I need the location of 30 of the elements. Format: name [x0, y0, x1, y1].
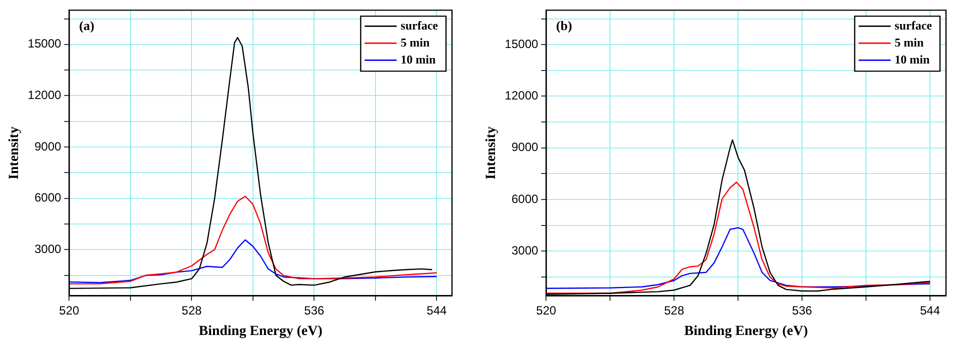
x-tick-label: 528 — [664, 303, 684, 318]
y-tick-label: 6000 — [34, 190, 62, 205]
legend-label: 5 min — [400, 35, 430, 50]
x-tick-label: 544 — [426, 303, 448, 318]
y-axis-title: Intensity — [7, 126, 22, 180]
legend-label: 10 min — [894, 52, 930, 66]
y-tick-label: 3000 — [34, 242, 62, 256]
x-tick-label: 520 — [59, 303, 80, 318]
legend-label: 5 min — [894, 35, 924, 50]
legend-label: surface — [400, 18, 439, 32]
annotation: (a) — [79, 18, 94, 34]
y-tick-label: 6000 — [511, 192, 538, 206]
y-tick-label: 15000 — [28, 36, 62, 51]
x-tick-label: 536 — [304, 303, 325, 318]
y-tick-label: 9000 — [511, 140, 538, 154]
x-axis-title: Binding Energy (eV) — [684, 324, 808, 340]
y-axis-title: Intensity — [484, 126, 500, 180]
y-tick-label: 15000 — [504, 36, 538, 51]
y-tick-label: 9000 — [34, 139, 62, 154]
legend-label: surface — [894, 18, 933, 32]
legend-label: 10 min — [400, 52, 436, 66]
x-axis-title: Binding Energy (eV) — [198, 324, 323, 340]
x-tick-label: 536 — [792, 303, 812, 318]
x-tick-label: 544 — [920, 303, 940, 318]
x-tick-label: 528 — [182, 303, 202, 318]
annotation: (b) — [556, 18, 572, 34]
x-tick-label: 520 — [536, 303, 556, 318]
y-tick-label: 12000 — [28, 88, 62, 102]
y-tick-label: 12000 — [504, 88, 538, 103]
y-tick-label: 3000 — [511, 243, 538, 258]
